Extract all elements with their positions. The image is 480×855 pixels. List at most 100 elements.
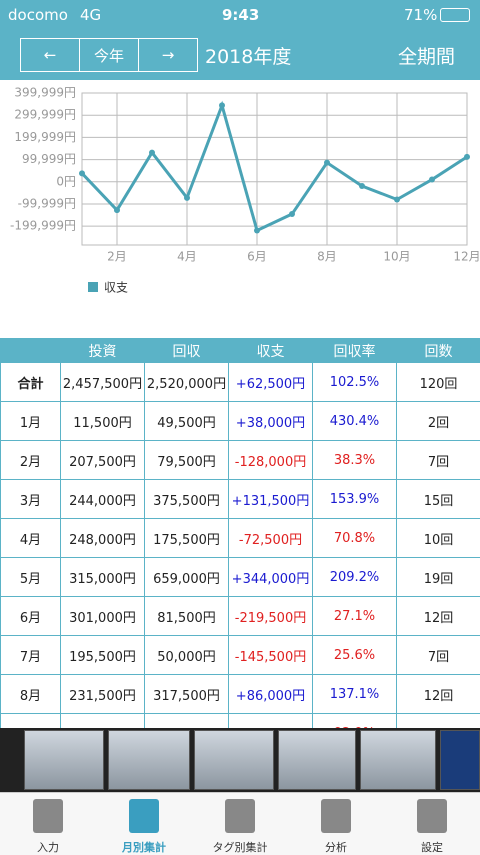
table-cell: -145,500円 [228, 635, 313, 675]
table-cell: 301,000円 [60, 596, 145, 636]
table-cell: 38.3% [312, 440, 397, 480]
table-cell: 7回 [396, 635, 480, 675]
header-cell [0, 338, 61, 363]
y-tick-label: 399,999円 [14, 86, 76, 100]
table-cell: 251,000円 [144, 713, 229, 728]
tab-label: 入力 [37, 841, 59, 854]
tab-label: タグ別集計 [212, 841, 268, 854]
tab[interactable]: 月別集計 [96, 793, 192, 855]
table-cell: 10回 [396, 518, 480, 558]
summary-table: 投資 回収 収支 回収率 回数 合計 2,457,500円 2,520,000円 +62,500… [0, 338, 480, 728]
table-cell: -19,000円 [228, 713, 313, 728]
prev-button[interactable]: ← [20, 38, 80, 72]
table-cell: 175,500円 [144, 518, 229, 558]
chart: 399,999円 299,999円 199,999円 99,999円 0円 -99,999… [10, 86, 480, 295]
period-button[interactable]: 今年 [79, 38, 139, 72]
row-label: 2月 [0, 440, 61, 480]
header-cell: 回収 [144, 338, 229, 363]
table-cell: 375,500円 [144, 479, 229, 519]
table-cell: 12回 [396, 596, 480, 636]
tab[interactable]: 設定 [384, 793, 480, 855]
table-cell: 120回 [396, 362, 480, 402]
x-tick-label: 4月 [177, 250, 197, 264]
table-cell: 27.1% [312, 596, 397, 636]
data-point [149, 149, 155, 156]
tab[interactable]: 分析 [288, 793, 384, 855]
x-tick-label: 2月 [107, 250, 127, 264]
row-label: 5月 [0, 557, 61, 597]
y-tick-label: 299,999円 [14, 108, 76, 122]
ad-banner[interactable] [0, 728, 480, 792]
table-cell: -128,000円 [228, 440, 313, 480]
header: ← 今年 → 2018年度 全期間 [0, 30, 480, 80]
tab[interactable]: 入力 [0, 793, 96, 855]
table-cell: 49,500円 [144, 401, 229, 441]
row-label: 4月 [0, 518, 61, 558]
table-cell: -219,500円 [228, 596, 313, 636]
header-cell: 回数 [396, 338, 480, 363]
table-cell: +62,500円 [228, 362, 313, 402]
tab-label: 設定 [421, 841, 443, 854]
table-cell: +131,500円 [228, 479, 313, 519]
row-label: 合計 [0, 362, 61, 402]
table-cell: 92.9% [312, 713, 397, 728]
table-cell: 19回 [396, 557, 480, 597]
header-cell: 収支 [228, 338, 313, 363]
x-tick-label: 12月 [453, 250, 480, 264]
line-series [80, 100, 468, 233]
y-tick-label: 199,999円 [14, 130, 76, 144]
network: 4G [80, 6, 102, 24]
table-cell: 153.9% [312, 479, 397, 519]
ad-image [24, 730, 104, 790]
table-cell: 430.4% [312, 401, 397, 441]
table-cell: 207,500円 [60, 440, 145, 480]
y-tick-label: -199,999円 [10, 219, 76, 233]
table-cell: 81,500円 [144, 596, 229, 636]
tab[interactable]: タグ別集計 [192, 793, 288, 855]
legend-swatch [88, 282, 98, 292]
data-point [184, 194, 190, 201]
table-cell: 659,000円 [144, 557, 229, 597]
table-cell: 2,520,000円 [144, 362, 229, 402]
data-point [324, 159, 330, 166]
all-periods[interactable]: 全期間 [398, 46, 456, 68]
row-label: 9月 [0, 713, 61, 728]
tab-icon [321, 799, 351, 833]
x-tick-label: 8月 [317, 250, 337, 264]
table-cell: 15回 [396, 479, 480, 519]
table-cell: 2,457,500円 [60, 362, 145, 402]
row-label: 1月 [0, 401, 61, 441]
y-tick-label: 0円 [56, 174, 76, 188]
ad-image [108, 730, 190, 790]
table-cell: 195,500円 [60, 635, 145, 675]
table-cell: 11,500円 [60, 401, 145, 441]
tab-icon [225, 799, 255, 833]
table-cell: 25.6% [312, 635, 397, 675]
next-button[interactable]: → [138, 38, 198, 72]
table-cell: 137.1% [312, 674, 397, 714]
table-cell: 317,500円 [144, 674, 229, 714]
row-label: 3月 [0, 479, 61, 519]
data-point [79, 170, 85, 177]
table-cell: 13回 [396, 713, 480, 728]
table-cell: 315,000円 [60, 557, 145, 597]
row-label: 8月 [0, 674, 61, 714]
table-cell: 209.2% [312, 557, 397, 597]
tab-icon [33, 799, 63, 833]
tab-icon [129, 799, 159, 833]
table-cell: 244,000円 [60, 479, 145, 519]
ad-image [360, 730, 436, 790]
data-point [114, 207, 120, 214]
data-point [254, 227, 260, 234]
table-cell: 270,000円 [60, 713, 145, 728]
ad-image [278, 730, 356, 790]
table-cell: 79,500円 [144, 440, 229, 480]
header-cell: 回収率 [312, 338, 397, 363]
table-cell: 231,500円 [60, 674, 145, 714]
ad-image [194, 730, 274, 790]
table-cell: 248,000円 [60, 518, 145, 558]
carrier: docomo [8, 6, 68, 24]
data-point [289, 211, 295, 218]
row-label: 6月 [0, 596, 61, 636]
